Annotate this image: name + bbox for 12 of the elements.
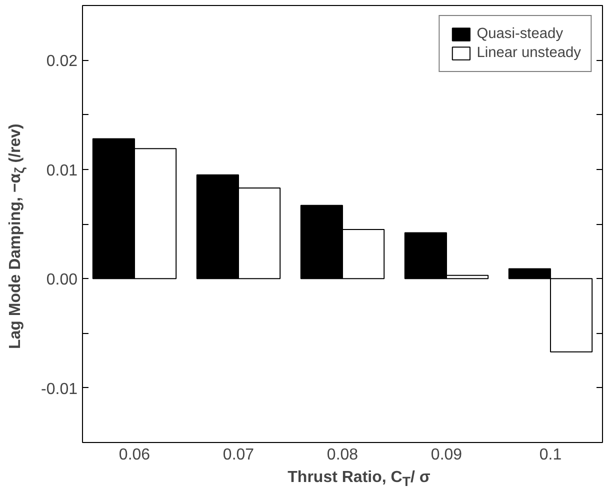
x-axis-title: Thrust Ratio, C$_{T}$/ σ [288, 468, 430, 492]
y-tick-label: -0.01 [41, 380, 78, 398]
x-tick-label: 0.07 [222, 446, 254, 464]
y-tick-label: 0.02 [46, 53, 78, 70]
y-tick-label: 0.01 [46, 162, 78, 180]
legend-label: Linear unsteady [476, 45, 581, 61]
x-tick-label: 0.09 [430, 446, 462, 464]
legend-label: Quasi-steady [476, 26, 564, 42]
x-tick-label: 0.1 [539, 446, 562, 464]
y-tick-label: 0.00 [46, 272, 78, 289]
x-tick-label: 0.06 [118, 446, 150, 464]
x-tick-label: 0.08 [326, 446, 358, 464]
